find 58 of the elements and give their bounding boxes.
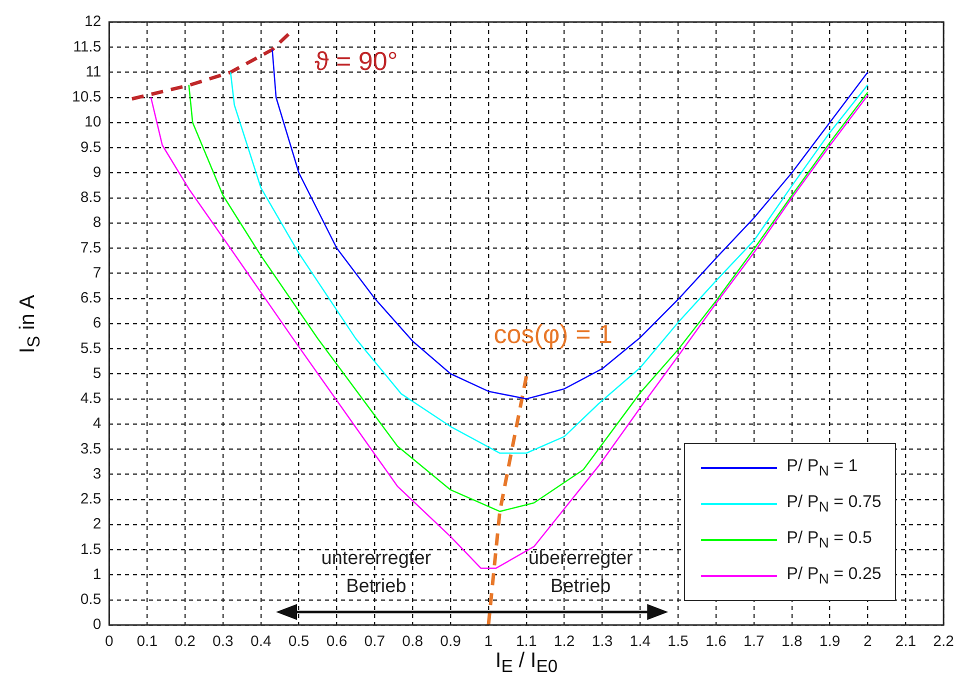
legend-label: P/ P$_{N}$ = 1: [786, 456, 858, 480]
x-axis-title: I$_{E}$ / I$_{E0}$: [495, 649, 558, 678]
y-tick-label: 1.5: [80, 540, 102, 558]
annotation: untererregter Betrieb: [320, 547, 432, 600]
y-tick-label: 12: [84, 13, 102, 30]
x-tick-label: 2.2: [933, 633, 954, 650]
x-tick-label: 1.5: [668, 633, 689, 650]
x-tick-label: 0.9: [440, 633, 461, 650]
y-tick-label: 9.5: [80, 138, 102, 156]
y-tick-label: 4: [92, 415, 102, 432]
line-series: [486, 374, 528, 625]
legend-label: P/ P$_{N}$ = 0.75: [786, 492, 882, 516]
x-tick-label: 0.2: [174, 633, 196, 650]
x-tick-label: 1: [484, 633, 493, 650]
x-tick-label: 0.1: [136, 633, 158, 650]
y-tick-label: 10: [84, 114, 102, 131]
y-tick-label: 8.5: [80, 189, 102, 206]
y-tick-label: 10.5: [72, 88, 102, 106]
x-tick-label: 2: [864, 633, 872, 650]
y-tick-label: 0: [92, 616, 102, 634]
x-tick-label: 1.1: [516, 633, 537, 650]
y-tick-label: 5: [92, 364, 102, 382]
annotation: ϑ = 90°: [314, 46, 399, 76]
y-tick-label: 2: [92, 516, 102, 533]
y-tick-label: 9: [92, 164, 102, 181]
annotation: cos(φ) = 1: [492, 318, 614, 349]
y-tick-label: 2.5: [80, 490, 102, 508]
legend-label: P/ P$_{N}$ = 0.5: [786, 528, 872, 552]
x-tick-label: 0: [105, 633, 114, 650]
x-tick-label: 0.8: [402, 633, 424, 650]
x-tick-label: 1.2: [554, 633, 575, 650]
x-tick-label: 0.5: [288, 633, 310, 650]
x-tick-label: 0.7: [364, 633, 386, 650]
x-tick-label: 1.4: [630, 633, 651, 650]
y-tick-label: 8: [92, 214, 102, 232]
annotation: übererregter Betrieb: [527, 547, 634, 600]
y-tick-label: 11.5: [73, 38, 102, 56]
y-tick-label: 11: [86, 63, 102, 80]
x-tick-label: 1.6: [706, 633, 726, 650]
x-tick-label: 0.3: [212, 633, 234, 650]
y-tick-label: 1: [92, 566, 102, 583]
y-tick-label: 3.5: [80, 440, 102, 458]
x-tick-label: 1.3: [592, 633, 613, 650]
y-tick-label: 3: [92, 465, 102, 482]
y-tick-label: 6.5: [80, 290, 102, 307]
y-tick-label: 4.5: [80, 390, 102, 408]
y-tick-label: 7: [92, 264, 102, 282]
y-tick-label: 5.5: [80, 340, 102, 357]
x-tick-label: 1.7: [744, 633, 764, 650]
x-tick-label: 1.9: [819, 633, 840, 650]
y-tick-label: 7.5: [80, 239, 102, 256]
y-tick-label: 6: [92, 314, 102, 332]
x-tick-label: 1.8: [781, 633, 802, 650]
legend-label: P/ P$_{N}$ = 0.25: [786, 564, 882, 588]
x-tick-label: 0.6: [326, 633, 348, 650]
y-tick-label: 0.5: [80, 591, 102, 608]
x-tick-label: 0.4: [250, 633, 272, 650]
x-tick-label: 2.1: [895, 633, 916, 650]
